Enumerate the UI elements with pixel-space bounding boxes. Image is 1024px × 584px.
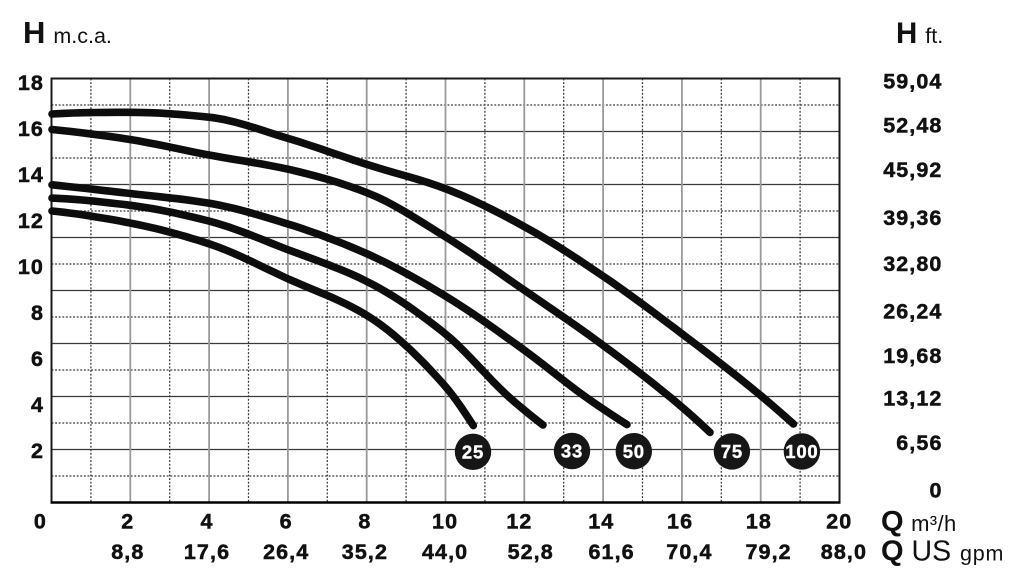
svg-text:19,68: 19,68 (883, 344, 942, 368)
svg-text:16: 16 (18, 117, 44, 141)
svg-text:45,92: 45,92 (883, 158, 942, 182)
svg-text:10: 10 (432, 509, 458, 533)
svg-text:44,0: 44,0 (422, 540, 468, 564)
svg-text:70,4: 70,4 (666, 540, 712, 564)
svg-text:14: 14 (588, 509, 614, 533)
svg-text:4: 4 (200, 509, 213, 533)
svg-text:17,6: 17,6 (184, 540, 230, 564)
svg-text:13,12: 13,12 (883, 387, 942, 411)
svg-text:32,80: 32,80 (883, 252, 942, 276)
svg-text:50: 50 (623, 441, 645, 462)
svg-text:6: 6 (31, 347, 44, 371)
svg-text:10: 10 (18, 255, 44, 279)
svg-text:26,4: 26,4 (263, 540, 309, 564)
svg-text:2: 2 (31, 439, 44, 463)
svg-text:18: 18 (746, 509, 772, 533)
svg-text:4: 4 (31, 393, 44, 417)
svg-text:Q m³/h: Q m³/h (881, 506, 957, 538)
svg-text:12: 12 (506, 509, 532, 533)
svg-text:52,48: 52,48 (883, 113, 942, 137)
svg-text:61,6: 61,6 (588, 540, 634, 564)
svg-text:100: 100 (785, 441, 818, 462)
svg-text:H m.c.a.: H m.c.a. (23, 15, 112, 50)
svg-text:25: 25 (462, 441, 484, 462)
svg-text:0: 0 (34, 509, 47, 533)
svg-text:8: 8 (358, 509, 371, 533)
svg-text:79,2: 79,2 (745, 540, 791, 564)
svg-text:6,56: 6,56 (896, 431, 942, 455)
svg-text:Q US gpm: Q US gpm (881, 536, 1004, 568)
svg-text:0: 0 (929, 479, 942, 503)
svg-text:12: 12 (18, 209, 44, 233)
svg-text:52,8: 52,8 (508, 540, 554, 564)
svg-text:33: 33 (561, 441, 583, 462)
svg-text:88,0: 88,0 (821, 540, 867, 564)
svg-text:75: 75 (721, 441, 743, 462)
svg-text:18: 18 (18, 71, 44, 95)
svg-text:6: 6 (280, 509, 293, 533)
svg-text:H ft.: H ft. (896, 17, 943, 50)
svg-text:26,24: 26,24 (883, 300, 942, 324)
svg-text:35,2: 35,2 (342, 540, 388, 564)
svg-text:39,36: 39,36 (883, 206, 942, 230)
svg-text:59,04: 59,04 (883, 70, 942, 94)
svg-text:8,8: 8,8 (111, 540, 144, 564)
svg-text:2: 2 (121, 509, 134, 533)
svg-text:8: 8 (31, 301, 44, 325)
svg-text:20: 20 (826, 509, 852, 533)
svg-text:14: 14 (18, 163, 44, 187)
svg-text:16: 16 (667, 509, 693, 533)
